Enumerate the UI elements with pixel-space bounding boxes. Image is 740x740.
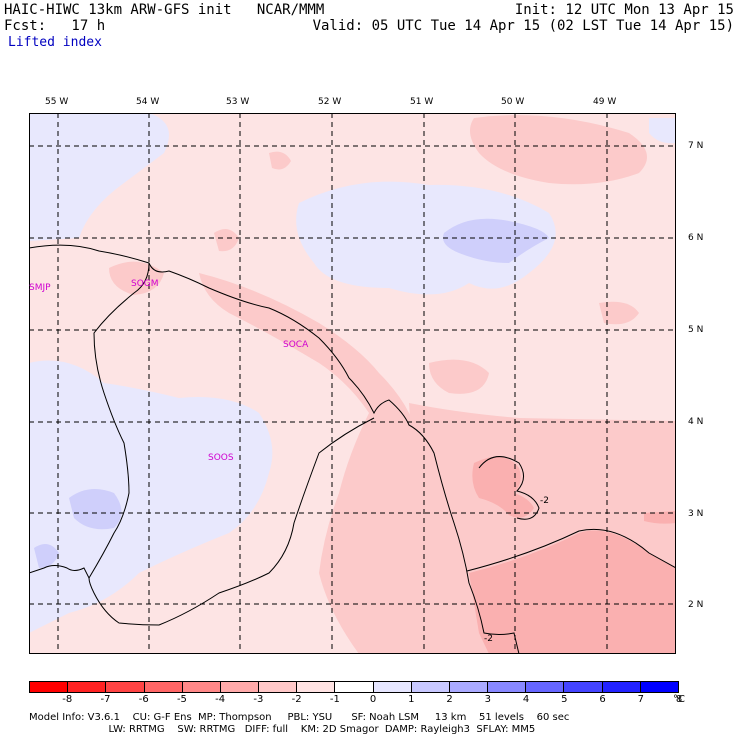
negative-region-small-nw [269, 151, 291, 170]
field-name: Lifted index [8, 35, 102, 50]
negative-region-core-ne [472, 456, 534, 518]
lifted-index-map [29, 113, 676, 654]
forecast-hour: Fcst: 17 h [4, 18, 106, 34]
positive-region-nw-corner [649, 118, 676, 144]
map-frame [29, 113, 676, 654]
colorbar-tick-label: -4 [215, 694, 226, 705]
colorbar-swatch [106, 682, 145, 692]
colorbar-swatch [220, 682, 260, 692]
lat-lon-grid [29, 113, 676, 654]
positive-region-north [29, 113, 169, 241]
contour-line-minus2-a [478, 456, 540, 520]
colorbar-tick-label: -5 [176, 694, 187, 705]
positive-region-central-core [443, 218, 549, 263]
station-label-soca: SOCA [283, 340, 309, 350]
station-label-sogm: SOGM [131, 279, 159, 289]
colorbar-tick-label: 6 [599, 694, 606, 705]
lon-label-53w: 53 W [226, 97, 250, 107]
lat-label-7n: 7 N [688, 141, 704, 151]
negative-region-core-edge [644, 511, 676, 524]
lon-label-49w: 49 W [593, 97, 617, 107]
colorbar-swatch [488, 682, 527, 692]
lat-label-2n: 2 N [688, 600, 704, 610]
lat-label-6n: 6 N [688, 233, 704, 243]
colorbar-swatch [68, 682, 107, 692]
init-time: Init: 12 UTC Mon 13 Apr 15 [514, 2, 734, 18]
colorbar-swatch [640, 682, 678, 692]
model-title: HAIC-HIWC 13km ARW-GFS init NCAR/MMM [4, 2, 325, 18]
positive-region-sw-edge [34, 544, 59, 568]
lon-label-50w: 50 W [501, 97, 525, 107]
negative-region-east-edge [599, 301, 639, 325]
colorbar-tick-label: -3 [253, 694, 264, 705]
colorbar-tick-label: 7 [637, 694, 644, 705]
negative-region-ne [470, 115, 647, 185]
colorbar-tick-label: -1 [329, 694, 340, 705]
colorbar-swatch [182, 682, 221, 692]
negative-region-coast [199, 273, 489, 654]
colorbar-tick-label: 1 [408, 694, 415, 705]
lon-label-51w: 51 W [410, 97, 434, 107]
lon-label-52w: 52 W [318, 97, 342, 107]
positive-region-southwest [29, 360, 273, 633]
coastline [29, 244, 520, 654]
colorbar-unit: °C [673, 694, 685, 705]
colorbar-tick-label: -7 [100, 694, 111, 705]
colorbar-swatch [30, 682, 69, 692]
colorbar-swatch [144, 682, 183, 692]
contour-label-minus2-a: -2 [540, 496, 549, 506]
colorbar-swatch [602, 682, 641, 692]
lon-label-54w: 54 W [136, 97, 160, 107]
colorbar-swatch [526, 682, 565, 692]
colorbar-tick-label: 3 [484, 694, 491, 705]
lat-label-3n: 3 N [688, 509, 704, 519]
colorbar-swatch [449, 682, 489, 692]
negative-region-core-se [469, 530, 676, 654]
model-info-line2: LW: RRTMG SW: RRTMG DIFF: full KM: 2D Sm… [29, 724, 536, 735]
colorbar-tick-label: 8 [675, 694, 683, 705]
negative-region-east-bump [429, 359, 489, 394]
colorbar-tick-label: 5 [561, 694, 568, 705]
colorbar-swatch [297, 682, 336, 692]
border-guyana-suriname [29, 262, 150, 580]
colorbar-tick-label: -6 [138, 694, 149, 705]
colorbar-swatch [564, 682, 603, 692]
contour-label-minus2-b: -2 [484, 634, 493, 644]
colorbar-tick-label: 0 [369, 694, 377, 705]
lon-label-55w: 55 W [45, 97, 69, 107]
negative-region-small-w [214, 229, 239, 252]
positive-region-sw-core [69, 489, 122, 530]
valid-time: Valid: 05 UTC Tue 14 Apr 15 (02 LST Tue … [312, 18, 734, 34]
lat-label-5n: 5 N [688, 325, 704, 335]
model-info-line1: Model Info: V3.6.1 CU: G-F Ens MP: Thomp… [29, 712, 570, 723]
colorbar-tick-label: -8 [62, 694, 73, 705]
border-suriname-fguiana [88, 417, 375, 626]
colorbar-swatch [411, 682, 450, 692]
colorbar-swatch [335, 682, 374, 692]
negative-region-sogm [109, 261, 164, 295]
colorbar [29, 681, 679, 693]
lat-label-4n: 4 N [688, 417, 704, 427]
contour-line-minus2-b [466, 528, 676, 572]
station-label-smjp: SMJP [29, 283, 51, 293]
colorbar-swatch [373, 682, 412, 692]
colorbar-tick-label: -2 [291, 694, 302, 705]
station-label-soos: SOOS [208, 453, 234, 463]
colorbar-tick-label: 2 [446, 694, 453, 705]
colorbar-tick-label: 4 [522, 694, 530, 705]
colorbar-swatch [259, 682, 298, 692]
